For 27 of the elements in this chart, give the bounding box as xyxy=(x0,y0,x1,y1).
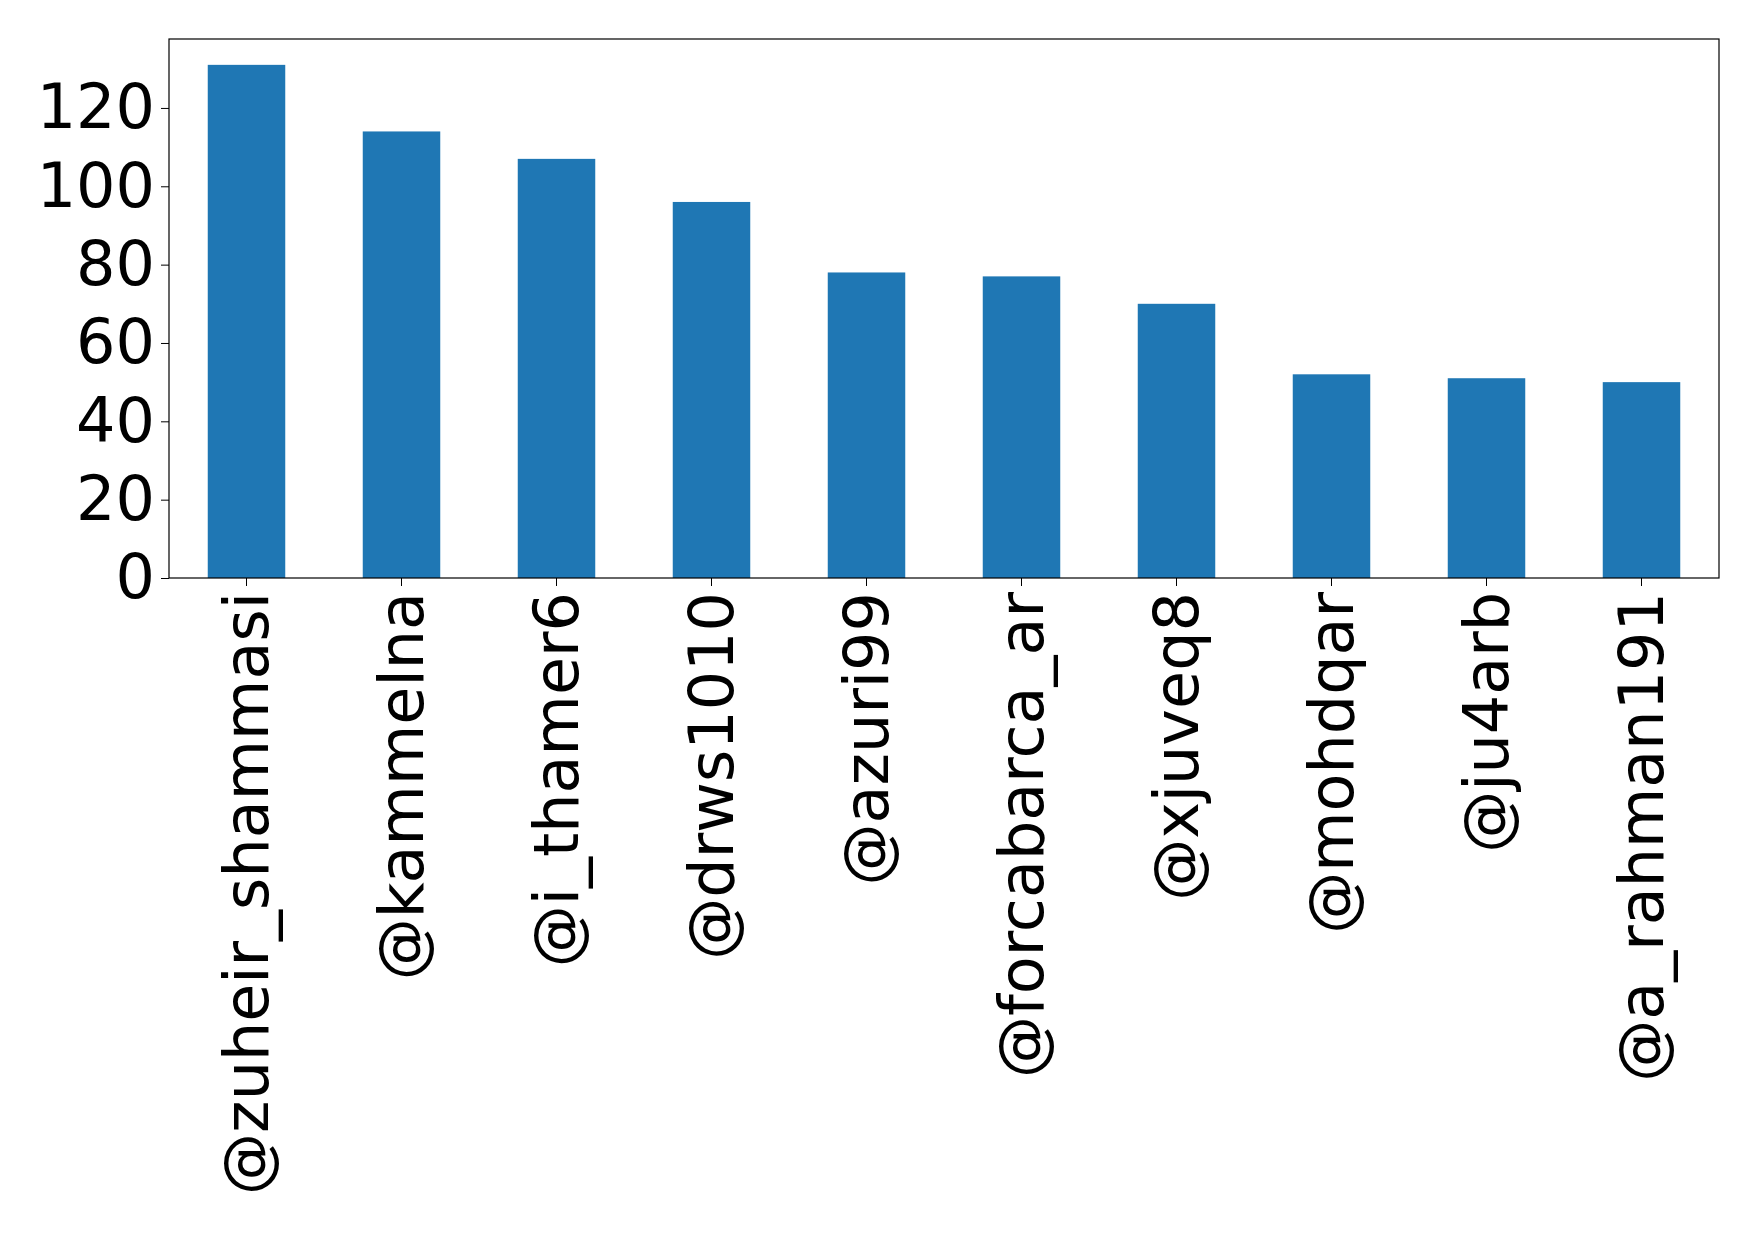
x-tick-label: @i_thamer6 xyxy=(520,592,594,968)
x-tick-label: @drws1010 xyxy=(675,592,749,960)
bar xyxy=(517,158,596,578)
y-tick-label: 80 xyxy=(76,226,155,300)
x-tick-label: @forcabarca_ar xyxy=(985,591,1059,1079)
bar xyxy=(362,131,441,578)
x-tick-label: @zuheir_shammasi xyxy=(210,592,284,1195)
x-tick-label: @azuri99 xyxy=(830,592,904,886)
x-tick-label: @kammelna xyxy=(365,592,439,981)
bar xyxy=(1447,378,1526,578)
y-tick-label: 20 xyxy=(76,462,155,535)
x-tick-label: @xjuveq8 xyxy=(1140,592,1214,901)
x-tick-label: @ju4arb xyxy=(1450,592,1524,853)
bar xyxy=(827,272,906,578)
x-tick-label: @mohdqar xyxy=(1295,591,1369,934)
bar xyxy=(207,64,286,578)
bar xyxy=(1137,303,1216,578)
x-tick-label: @a_rahman191 xyxy=(1605,592,1679,1082)
y-tick-label: 100 xyxy=(36,148,155,222)
bar xyxy=(672,201,751,578)
bar xyxy=(1292,374,1371,578)
y-tick-label: 0 xyxy=(115,540,155,614)
y-tick-label: 60 xyxy=(76,305,155,379)
bar xyxy=(982,276,1061,578)
y-tick-label: 40 xyxy=(76,383,155,457)
bar xyxy=(1602,382,1681,578)
y-tick-label: 120 xyxy=(36,70,155,144)
